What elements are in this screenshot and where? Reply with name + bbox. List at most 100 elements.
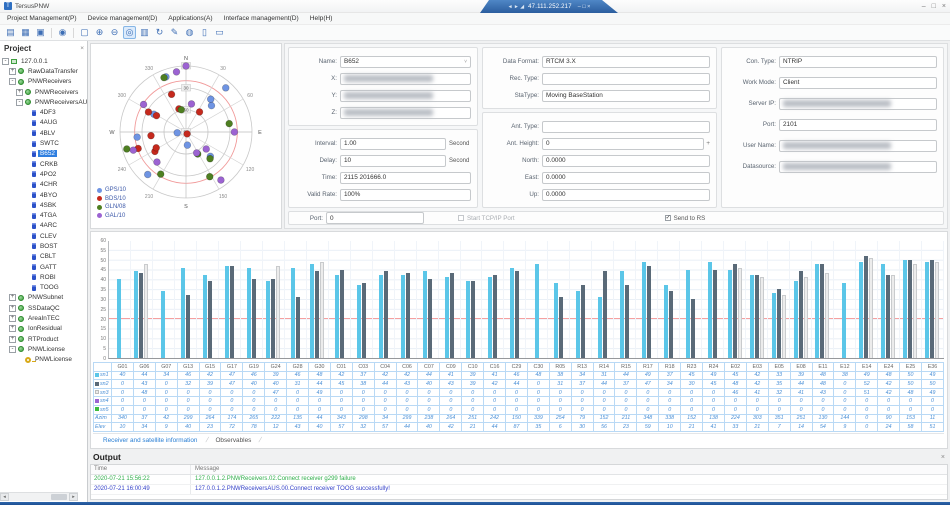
save-icon[interactable]: ▣: [36, 27, 45, 37]
tree-item-4po2[interactable]: 4PO2: [0, 169, 87, 179]
tree-item-4blv[interactable]: 4BLV: [0, 128, 87, 138]
tree-item-gatt[interactable]: GATT: [0, 262, 87, 272]
field-rec-type[interactable]: [542, 72, 710, 85]
tree-expander-icon[interactable]: +: [9, 67, 16, 75]
tree-item-4aug[interactable]: 4AUG: [0, 118, 87, 128]
menu-item-2[interactable]: Device management(D): [87, 15, 158, 22]
menu-item-5[interactable]: Help(H): [309, 15, 333, 22]
tree-item-b652[interactable]: B652: [0, 149, 87, 159]
scroll-left-icon[interactable]: ◂: [0, 493, 9, 501]
tree-expander-icon[interactable]: -: [2, 57, 9, 65]
tree-item-ssdataqc[interactable]: + SSDataQC: [9, 304, 60, 312]
tree-item-areaintec[interactable]: + AreaInTEC: [9, 315, 60, 323]
menu-item-4[interactable]: Interface management(D): [223, 15, 299, 22]
target-view-icon[interactable]: ◎: [123, 26, 136, 39]
field-x[interactable]: [340, 72, 471, 85]
project-panel-close-icon[interactable]: ×: [80, 45, 84, 52]
refresh-icon[interactable]: ↻: [155, 27, 164, 37]
tree-item-127.0.0.1[interactable]: -127.0.0.1: [0, 56, 87, 66]
tree-item-clev[interactable]: CLEV: [0, 231, 87, 241]
banner-window-controls[interactable]: – □ ×: [577, 3, 591, 10]
tree-item-pnwreceivers[interactable]: + PNWReceivers: [16, 88, 79, 96]
tree-expander-icon[interactable]: +: [9, 294, 16, 302]
tree-item-4sbk[interactable]: 4SBK: [0, 200, 87, 210]
field-con-type[interactable]: NTRIP: [779, 55, 937, 68]
scroll-right-icon[interactable]: ▸: [69, 493, 78, 501]
tree-item-pnwlicense[interactable]: PNWLicense: [0, 355, 87, 365]
field-name[interactable]: B652 ˅: [340, 55, 471, 68]
tree-expander-icon[interactable]: -: [16, 98, 23, 106]
tree-item-pnwreceivers[interactable]: - PNWReceivers: [0, 77, 87, 87]
tree-item-pnwsubnet[interactable]: + PNWSubnet: [9, 294, 64, 302]
menu-item-3[interactable]: Applications(A): [168, 15, 213, 22]
output-close-icon[interactable]: ×: [940, 453, 945, 461]
tree-expander-icon[interactable]: +: [9, 335, 16, 343]
zoom-in-icon[interactable]: ⊕: [95, 27, 104, 37]
edit-icon[interactable]: ✎: [170, 27, 179, 37]
minimize-icon[interactable]: –: [921, 2, 926, 10]
bar-group-R13: [570, 241, 593, 358]
tree-item-4arc[interactable]: 4ARC: [0, 221, 87, 231]
field-datasource[interactable]: [779, 160, 937, 173]
field-user-name[interactable]: [779, 139, 937, 152]
field-tcp-port[interactable]: 0: [326, 212, 424, 224]
tree-item-4tga[interactable]: 4TGA: [0, 210, 87, 220]
sidebar-horizontal-scrollbar[interactable]: ◂ ▸: [0, 492, 78, 501]
tree-expander-icon[interactable]: +: [9, 325, 16, 333]
tree-item-swtc[interactable]: SWTC: [0, 138, 87, 148]
tree-item-bost[interactable]: BOST: [0, 241, 87, 251]
field-delay[interactable]: 10: [340, 154, 446, 167]
field-north[interactable]: 0.0000: [542, 154, 710, 167]
tree-item-pnwlicense[interactable]: - PNWLicense: [0, 344, 87, 354]
banner-nav-icons[interactable]: ◄ ► ◢: [507, 3, 525, 10]
menu-item-1[interactable]: Project Management(P): [7, 15, 77, 22]
field-valid-rate[interactable]: 100%: [340, 188, 471, 201]
field-statype[interactable]: Moving BaseStation: [542, 89, 710, 102]
field-interval[interactable]: 1.00: [340, 137, 446, 150]
field-east[interactable]: 0.0000: [542, 171, 710, 184]
tree-item-cblt[interactable]: CBLT: [0, 252, 87, 262]
restore-icon[interactable]: □: [931, 2, 936, 10]
tree-expander-icon[interactable]: +: [9, 304, 16, 312]
field-time[interactable]: 2115 201666.0: [340, 171, 471, 184]
new-file-icon[interactable]: ▤: [6, 27, 15, 37]
device-list-icon[interactable]: ▯: [202, 27, 207, 37]
checkbox-start-tcp-ip-port[interactable]: Start TCP/IP Port: [458, 215, 515, 222]
scrollbar-thumb[interactable]: [51, 494, 67, 500]
tree-item-toog[interactable]: TOOG: [0, 283, 87, 293]
tree-item-rawdatatransfer[interactable]: + RawDataTransfer: [9, 67, 78, 75]
field-work-mode[interactable]: Client: [779, 76, 937, 89]
tab-observables[interactable]: Observables: [215, 437, 252, 445]
field-up[interactable]: 0.0000: [542, 188, 710, 201]
field-port[interactable]: 2101: [779, 118, 937, 131]
open-project-icon[interactable]: ▦: [21, 27, 30, 37]
tree-expander-icon[interactable]: +: [9, 315, 16, 323]
field-ant-height[interactable]: 0: [542, 137, 705, 150]
field-z[interactable]: [340, 106, 471, 119]
field-server-ip[interactable]: [779, 97, 937, 110]
tree-item-pnwreceiversaus[interactable]: - PNWReceiversAUS: [0, 97, 87, 107]
field-y[interactable]: [340, 89, 471, 102]
tree-item-crkb[interactable]: CRKB: [0, 159, 87, 169]
marquee-select-icon[interactable]: ▢: [80, 27, 89, 37]
tree-expander-icon[interactable]: -: [9, 345, 16, 353]
tree-item-4chr[interactable]: 4CHR: [0, 180, 87, 190]
tab-receiver-satellite-info[interactable]: Receiver and satellite information: [103, 437, 198, 445]
tree-item-4df3[interactable]: 4DF3: [0, 107, 87, 117]
tree-item-4byo[interactable]: 4BYO: [0, 190, 87, 200]
tree-item-robi[interactable]: ROBI: [0, 272, 87, 282]
close-icon[interactable]: ×: [941, 2, 946, 10]
field-data-format[interactable]: RTCM 3.X: [542, 55, 710, 68]
tree-item-ionresidual[interactable]: + IonResidual: [9, 325, 62, 333]
window-controls[interactable]: – □ ×: [922, 3, 946, 10]
tree-item-rtproduct[interactable]: + RTProduct: [9, 335, 59, 343]
settings-globe-icon[interactable]: ◉: [58, 27, 67, 37]
probe-icon[interactable]: ◍: [185, 27, 194, 37]
zoom-out-icon[interactable]: ⊖: [110, 27, 119, 37]
tree-expander-icon[interactable]: +: [16, 88, 23, 96]
field-ant-type[interactable]: [542, 120, 710, 133]
new-window-icon[interactable]: ▭: [215, 27, 224, 37]
checkbox-send-to-rs[interactable]: ✓ Send to RS: [664, 214, 706, 222]
chart-view-icon[interactable]: ▥: [140, 27, 149, 37]
tree-expander-icon[interactable]: -: [9, 78, 16, 86]
